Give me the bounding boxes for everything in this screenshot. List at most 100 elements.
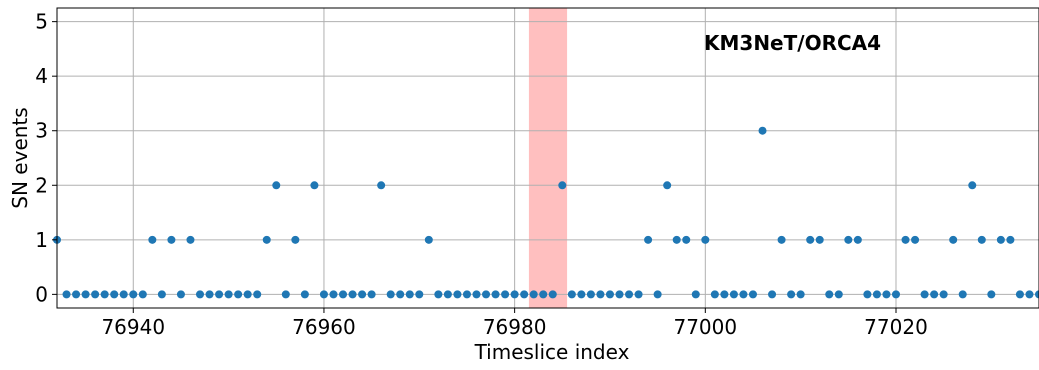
data-point: [1035, 290, 1039, 299]
data-point: [329, 290, 338, 299]
y-tick-label: 4: [35, 64, 48, 88]
data-point: [253, 290, 262, 299]
data-point: [520, 290, 529, 299]
data-point: [911, 235, 920, 244]
data-point: [930, 290, 939, 299]
data-point: [567, 290, 576, 299]
data-point: [472, 290, 481, 299]
data-point: [615, 290, 624, 299]
data-point: [777, 235, 786, 244]
data-point: [110, 290, 119, 299]
data-point: [548, 290, 557, 299]
data-point: [424, 235, 433, 244]
data-point: [367, 290, 376, 299]
data-point: [634, 290, 643, 299]
data-point: [281, 290, 290, 299]
data-point: [81, 290, 90, 299]
data-point: [748, 290, 757, 299]
data-point: [119, 290, 128, 299]
data-point: [996, 235, 1005, 244]
data-point: [310, 181, 319, 190]
data-point: [129, 290, 138, 299]
data-point: [720, 290, 729, 299]
data-point: [1025, 290, 1034, 299]
y-tick-label: 0: [35, 282, 48, 306]
y-tick-label: 3: [35, 119, 48, 143]
data-point: [529, 290, 538, 299]
data-point: [834, 290, 843, 299]
data-point: [157, 290, 166, 299]
data-point: [872, 290, 881, 299]
data-point: [186, 235, 195, 244]
data-point: [300, 290, 309, 299]
data-point: [682, 235, 691, 244]
data-point: [806, 235, 815, 244]
data-point: [815, 235, 824, 244]
data-point: [243, 290, 252, 299]
data-point: [920, 290, 929, 299]
data-point: [224, 290, 233, 299]
data-point: [644, 235, 653, 244]
data-point: [596, 290, 605, 299]
data-point: [196, 290, 205, 299]
data-point: [205, 290, 214, 299]
data-point: [701, 235, 710, 244]
data-point: [577, 290, 586, 299]
data-point: [415, 290, 424, 299]
data-point: [758, 126, 767, 135]
data-point: [672, 235, 681, 244]
data-point: [405, 290, 414, 299]
x-tick-label: 76960: [292, 315, 356, 339]
chart-title: KM3NeT/ORCA4: [704, 31, 881, 55]
data-point: [176, 290, 185, 299]
data-point: [958, 290, 967, 299]
data-point: [396, 290, 405, 299]
x-tick-label: 76940: [101, 315, 165, 339]
data-point: [319, 290, 328, 299]
data-point: [443, 290, 452, 299]
data-point: [91, 290, 100, 299]
data-point: [215, 290, 224, 299]
data-point: [291, 235, 300, 244]
data-point: [234, 290, 243, 299]
data-point: [977, 235, 986, 244]
data-point: [138, 290, 147, 299]
data-point: [691, 290, 700, 299]
data-point: [339, 290, 348, 299]
data-point: [491, 290, 500, 299]
data-point: [453, 290, 462, 299]
data-point: [72, 290, 81, 299]
y-axis-label: SN events: [8, 107, 32, 208]
data-point: [729, 290, 738, 299]
highlight-region: [528, 8, 568, 308]
data-point: [586, 290, 595, 299]
data-point: [653, 290, 662, 299]
x-tick-label: 77020: [864, 315, 928, 339]
data-point: [787, 290, 796, 299]
data-point: [167, 235, 176, 244]
data-point: [768, 290, 777, 299]
data-point: [501, 290, 510, 299]
data-point: [949, 235, 958, 244]
data-point: [625, 290, 634, 299]
data-point: [462, 290, 471, 299]
data-point: [262, 235, 271, 244]
data-point: [539, 290, 548, 299]
data-point: [434, 290, 443, 299]
data-point: [482, 290, 491, 299]
y-tick-label: 1: [35, 228, 48, 252]
data-point: [1006, 235, 1015, 244]
x-tick-label: 77000: [673, 315, 737, 339]
data-point: [882, 290, 891, 299]
data-point: [358, 290, 367, 299]
data-point: [386, 290, 395, 299]
data-point: [891, 290, 900, 299]
data-point: [796, 290, 805, 299]
data-point: [62, 290, 71, 299]
y-tick-label: 5: [35, 10, 48, 34]
x-tick-label: 76980: [483, 315, 547, 339]
data-point: [710, 290, 719, 299]
data-point: [901, 235, 910, 244]
data-point: [844, 235, 853, 244]
